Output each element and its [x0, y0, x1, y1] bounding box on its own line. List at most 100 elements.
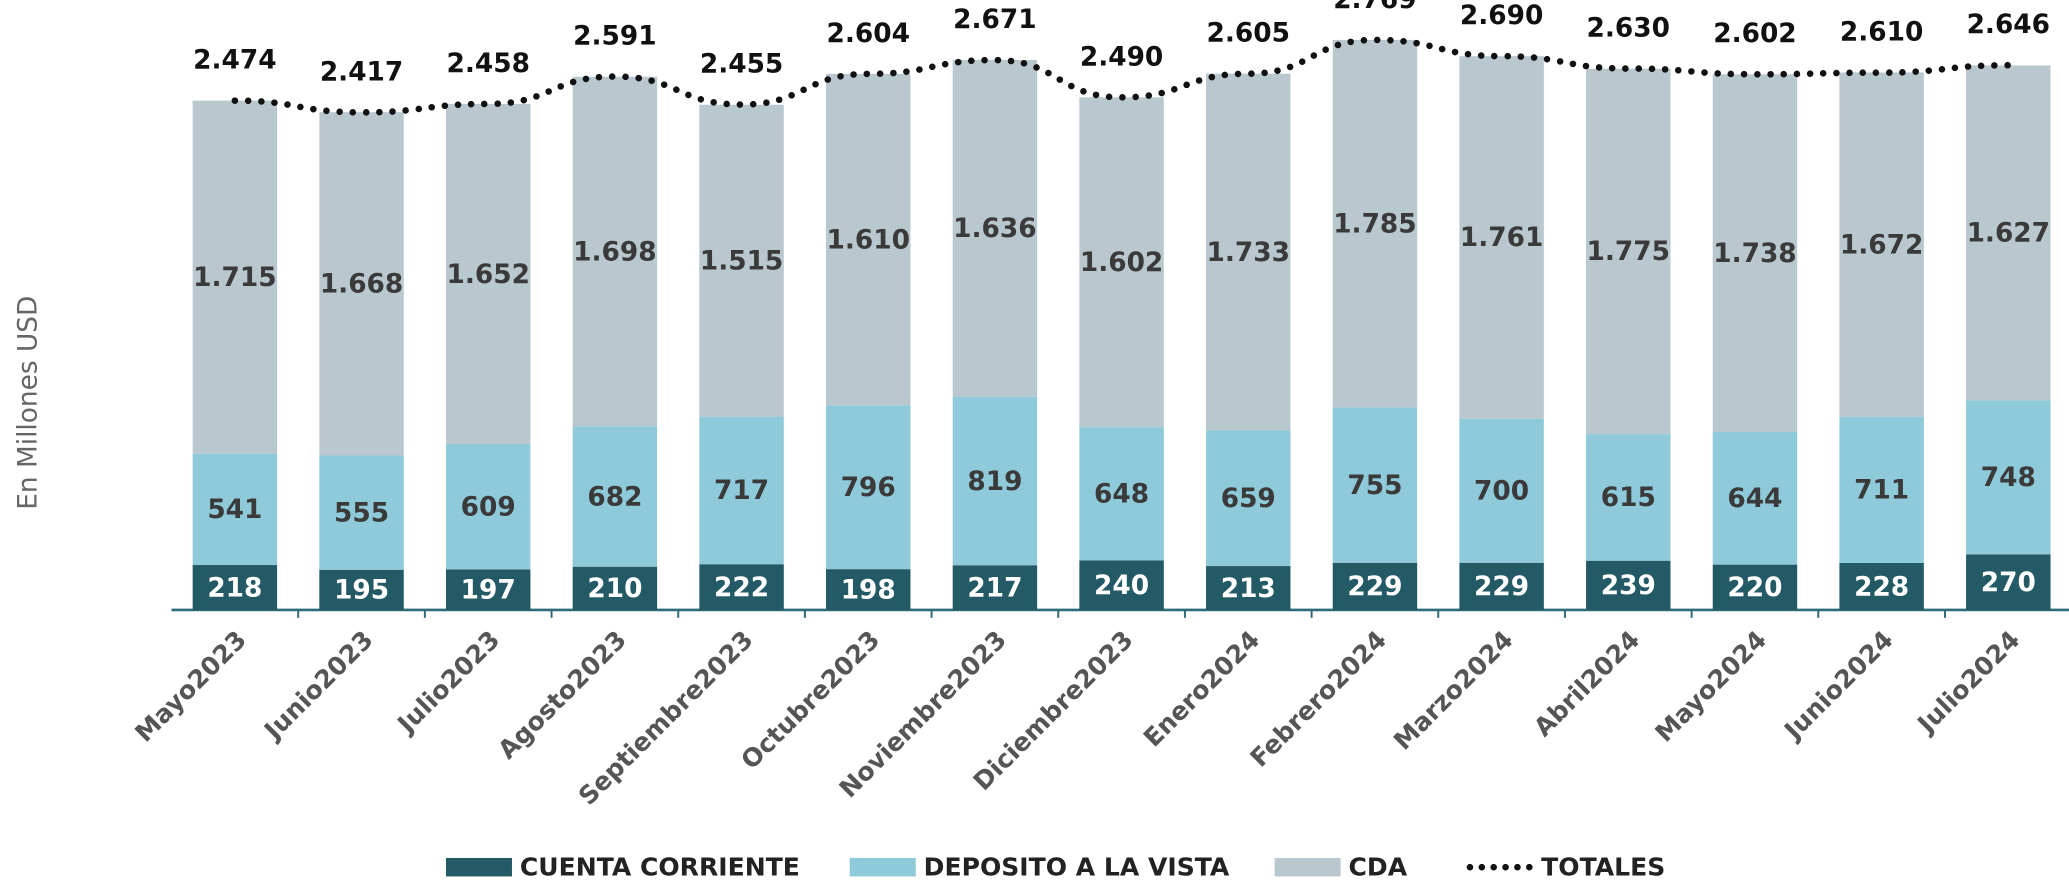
data-label: 210: [587, 574, 642, 604]
x-tick-label: Julio2024: [1911, 625, 2026, 740]
data-label: 1.672: [1840, 230, 1923, 260]
total-label: 2.417: [320, 57, 403, 87]
x-tick-label: Abril2024: [1528, 625, 1645, 742]
legend-label: CUENTA CORRIENTE: [520, 853, 800, 882]
total-line: [231, 36, 2012, 116]
x-tick-label: Mayo2023: [129, 625, 252, 748]
data-label: 700: [1474, 477, 1529, 507]
data-label: 213: [1221, 574, 1276, 604]
x-tick-label: Agosto2023: [492, 625, 632, 765]
legend-label: TOTALES: [1541, 853, 1665, 882]
data-label: 1.698: [573, 237, 656, 267]
bar-segment: [192, 453, 278, 566]
data-label: 1.738: [1713, 239, 1796, 269]
data-label: 555: [334, 498, 389, 528]
data-label: 270: [1981, 568, 2036, 598]
data-label: 1.515: [700, 247, 783, 277]
bar-segment: [1459, 418, 1544, 563]
x-tick-label: Febrero2024: [1244, 625, 1392, 773]
data-label: 229: [1474, 572, 1529, 602]
data-label: 609: [461, 492, 516, 522]
bar-segment: [1206, 430, 1291, 567]
data-label: 717: [714, 476, 769, 506]
bar-segment: [1586, 68, 1671, 435]
data-label: 218: [207, 573, 262, 603]
data-label: 239: [1601, 571, 1656, 601]
bar-segment: [445, 103, 531, 444]
data-label: 198: [841, 575, 896, 605]
data-label: 644: [1727, 484, 1782, 514]
bar-segment: [952, 59, 1038, 397]
data-label: 1.775: [1587, 237, 1670, 267]
bar-segment: [826, 405, 911, 570]
bar-segment: [1079, 560, 1164, 610]
bar-segment: [826, 73, 911, 406]
bar-segment: [1332, 39, 1418, 408]
bar-segment: [1712, 432, 1798, 565]
bar-segment: [1966, 554, 2051, 610]
data-label: 819: [967, 467, 1022, 497]
bar-segment: [1206, 73, 1291, 431]
x-tick-label: Junio2024: [1777, 625, 1898, 746]
bar-segment: [445, 569, 531, 610]
data-label: 222: [714, 573, 769, 603]
data-label: 755: [1347, 471, 1402, 501]
bar-segment: [1712, 564, 1798, 610]
data-label: 1.761: [1460, 223, 1543, 253]
bar-segment: [572, 76, 658, 427]
bar-segment: [445, 443, 531, 570]
data-label: 229: [1347, 572, 1402, 602]
legend-label: CDA: [1349, 853, 1408, 882]
total-label: 2.610: [1840, 18, 1923, 48]
bar-segment: [572, 426, 658, 567]
bar-segment: [1586, 434, 1671, 561]
legend-swatch: [445, 857, 512, 877]
data-label: 1.602: [1080, 248, 1163, 278]
data-label: 1.636: [953, 214, 1036, 244]
bar-segment: [319, 112, 404, 456]
bar-segment: [1966, 400, 2051, 555]
bar-segment: [192, 565, 278, 610]
data-label: 1.785: [1333, 209, 1416, 239]
total-label: 2.630: [1587, 13, 1670, 43]
data-label: 1.610: [827, 225, 910, 255]
total-label: 2.602: [1713, 19, 1796, 49]
total-label: 2.769: [1333, 0, 1416, 15]
data-label: 682: [587, 482, 642, 512]
total-label: 2.690: [1460, 1, 1543, 31]
bar-segment: [952, 396, 1038, 566]
bar-segment: [572, 566, 658, 610]
bar-segment: [1839, 72, 1924, 417]
data-label: 541: [207, 495, 262, 525]
bar-segment: [1586, 560, 1671, 610]
total-label: 2.458: [447, 49, 530, 79]
data-label: 615: [1601, 483, 1656, 513]
bar-segment: [319, 455, 404, 570]
bar-segment: [699, 564, 784, 610]
data-label: 796: [841, 473, 896, 503]
total-label: 2.605: [1207, 19, 1290, 49]
data-label: 1.715: [193, 263, 276, 293]
bar-segment: [1839, 562, 1924, 610]
data-label: 659: [1221, 484, 1276, 514]
bar-segment: [1079, 97, 1164, 428]
data-label: 1.652: [447, 260, 530, 290]
data-label: 228: [1854, 572, 1909, 602]
bar-segment: [699, 416, 784, 565]
total-label: 2.671: [953, 5, 1036, 35]
bar-segment: [952, 565, 1038, 610]
bar-segment: [319, 569, 404, 610]
bar-segment: [1839, 416, 1924, 563]
bar-segment: [826, 569, 911, 610]
data-label: 1.627: [1967, 219, 2050, 249]
data-label: 711: [1854, 476, 1909, 506]
total-label: 2.474: [193, 46, 276, 76]
bar-segment: [1079, 427, 1164, 561]
total-label: 2.604: [827, 19, 910, 49]
data-label: 1.733: [1207, 238, 1290, 268]
total-label: 2.490: [1080, 42, 1163, 72]
total-label: 2.455: [700, 49, 783, 79]
bar-segment: [1966, 65, 2051, 401]
